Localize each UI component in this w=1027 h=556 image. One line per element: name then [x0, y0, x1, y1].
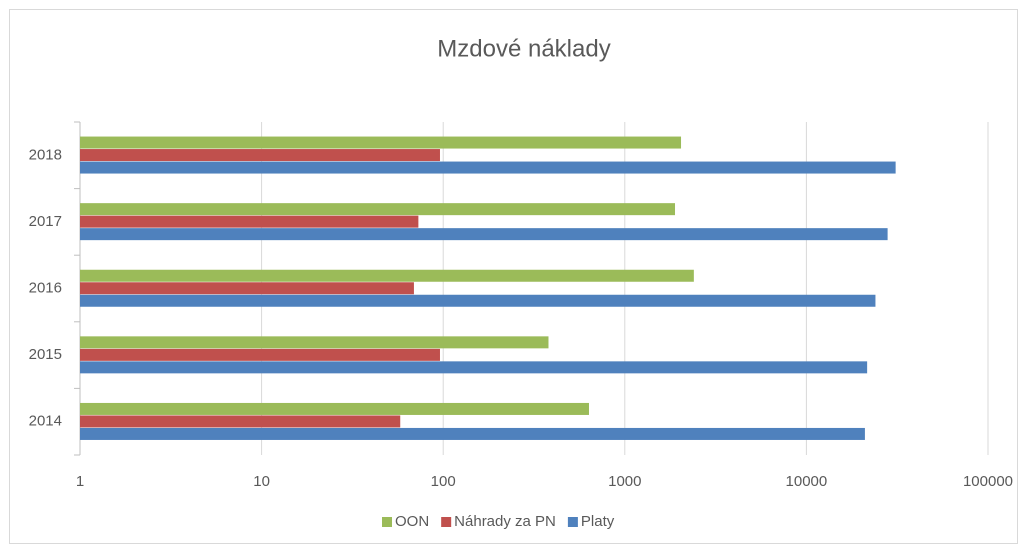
bar: [80, 361, 868, 374]
legend-swatch: [382, 517, 392, 527]
legend-label: OON: [395, 513, 429, 530]
bar: [80, 402, 589, 415]
x-tick-label: 1: [76, 473, 84, 490]
bar: [80, 228, 888, 241]
x-tick-label: 10000: [786, 473, 828, 490]
bar: [80, 294, 876, 307]
bar: [80, 269, 694, 282]
bar: [80, 415, 401, 428]
bar: [80, 282, 414, 295]
bar: [80, 427, 865, 440]
y-tick-label: 2016: [29, 279, 62, 296]
bar: [80, 348, 440, 361]
bar: [80, 149, 440, 162]
legend-swatch: [567, 517, 578, 527]
y-tick-label: 2017: [29, 213, 62, 230]
bar: [80, 336, 549, 349]
legend-swatch: [441, 517, 452, 527]
y-tick-label: 2014: [29, 413, 62, 430]
x-tick-label: 100: [431, 473, 456, 490]
bar: [80, 161, 896, 174]
bar: [80, 203, 676, 216]
chart-title: Mzdové náklady: [437, 35, 610, 62]
x-tick-label: 100000: [963, 473, 1013, 490]
x-tick-label: 1000: [608, 473, 641, 490]
legend-label: Náhrady za PN: [454, 513, 556, 530]
bar: [80, 136, 682, 149]
x-tick-label: 10: [253, 473, 270, 490]
y-tick-label: 2018: [29, 146, 62, 163]
y-tick-label: 2015: [29, 346, 62, 363]
bar: [80, 215, 419, 228]
legend-label: Platy: [581, 513, 615, 530]
